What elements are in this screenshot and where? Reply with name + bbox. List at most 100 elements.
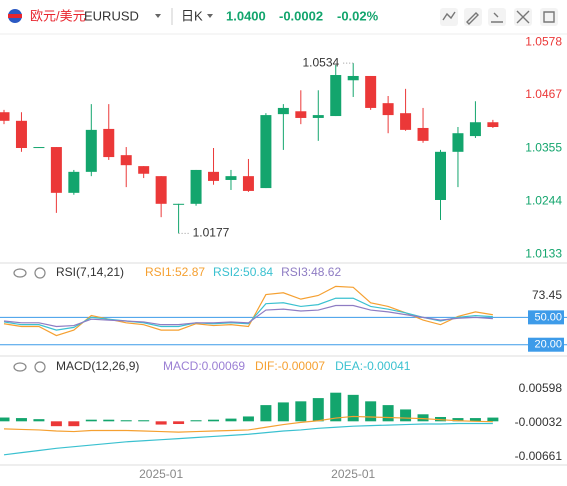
macd-bar	[120, 420, 132, 422]
tool-button[interactable]	[540, 8, 558, 26]
macd-bar	[347, 394, 359, 422]
y-tick-label: 1.0133	[525, 247, 562, 261]
macd-bar	[103, 419, 115, 422]
macd-bar	[173, 421, 185, 425]
macd-bar	[138, 420, 150, 422]
candle-body	[68, 171, 80, 193]
tool-icon	[516, 10, 530, 24]
eye-icon[interactable]	[13, 268, 27, 278]
macd-bar	[242, 416, 254, 422]
macd-bar	[365, 401, 377, 422]
candle-body	[138, 166, 150, 174]
price: 1.0400	[226, 8, 266, 23]
y-tick-label: 73.45	[532, 288, 562, 302]
macd-bar	[487, 417, 499, 422]
macd-bar	[312, 398, 324, 422]
candle-body	[435, 151, 446, 200]
candle-body	[452, 133, 464, 152]
macd-bar	[400, 409, 412, 422]
macd-bar	[190, 420, 202, 422]
candle-body	[15, 120, 27, 148]
macd-bar	[15, 418, 27, 422]
dropdown-arrow[interactable]	[155, 14, 161, 18]
candle-body	[190, 169, 202, 204]
period[interactable]: 日K	[181, 8, 203, 23]
candle-body	[33, 147, 45, 149]
tool-button[interactable]	[440, 8, 458, 26]
y-tick-label: 1.0467	[525, 87, 562, 101]
y-tick-label: 1.0578	[525, 34, 562, 48]
candle-body	[330, 75, 342, 117]
tool-button[interactable]	[488, 8, 506, 26]
tool-icon	[466, 12, 479, 25]
macd-bar	[469, 418, 481, 422]
macd-line	[3, 422, 493, 456]
candle-body	[85, 129, 97, 172]
legend-entry: DIF:-0.00007	[255, 359, 325, 373]
macd-bar	[260, 405, 272, 422]
tool-icon	[491, 12, 503, 23]
y-tick-label: -0.00032	[515, 415, 563, 429]
macd-bar	[0, 417, 10, 422]
candle-body	[173, 203, 185, 205]
dropdown-arrow[interactable]	[207, 14, 213, 18]
indicator-icons	[13, 267, 46, 373]
candle-body	[487, 122, 499, 128]
change-percent: -0.02%	[337, 8, 379, 23]
candle-body	[120, 155, 132, 166]
macd-bar	[68, 421, 80, 427]
y-tick-label: 1.0355	[525, 141, 562, 155]
candle-body	[469, 122, 481, 137]
legend-entry: RSI3:48.62	[281, 265, 341, 279]
rsi-line	[3, 304, 493, 328]
tool-icon	[543, 11, 555, 23]
change: -0.0002	[279, 8, 323, 23]
candle-body	[295, 111, 307, 118]
tool-icon	[442, 11, 456, 21]
legend-entry: DEA:-0.00041	[335, 359, 411, 373]
legend-entry: RSI1:52.87	[145, 265, 205, 279]
gear-icon[interactable]	[34, 267, 46, 279]
candle-body	[208, 171, 220, 181]
reference-label-box	[528, 310, 564, 325]
toolbar	[440, 8, 558, 26]
reference-label: 50.00	[534, 311, 562, 323]
x-tick-label: 2025-01	[331, 467, 375, 481]
candle-body	[242, 176, 254, 191]
y-tick-label: 1.0244	[525, 194, 562, 208]
candle-body	[225, 176, 237, 180]
candle-body	[382, 103, 394, 116]
macd-bar	[277, 402, 289, 422]
candle-body	[417, 127, 429, 141]
macd-bar	[225, 418, 237, 422]
pair-name[interactable]: 欧元/美元	[30, 8, 86, 23]
indicator-title: RSI(7,14,21)	[56, 265, 124, 279]
macd-bar	[33, 419, 45, 422]
macd-bar	[452, 418, 464, 422]
candle-body	[103, 128, 115, 158]
candle-body	[400, 113, 412, 130]
candle-body	[365, 75, 377, 108]
annotation: 1.0177	[193, 226, 230, 240]
macd-bar	[295, 401, 307, 422]
symbol[interactable]: EURUSD	[84, 8, 139, 23]
eye-icon[interactable]	[13, 362, 27, 372]
flag-stripe	[8, 14, 22, 18]
tool-button[interactable]	[464, 8, 482, 26]
candle-body	[347, 75, 359, 81]
macd-bar	[50, 421, 62, 427]
y-tick-label: 0.00598	[519, 381, 563, 395]
reference-label: 20.00	[534, 339, 562, 351]
macd-bar	[85, 419, 97, 422]
candle-body	[277, 107, 289, 115]
reference-label-box	[528, 337, 564, 352]
macd-bar	[417, 414, 429, 422]
macd-line	[3, 415, 493, 433]
candle-body	[260, 115, 272, 189]
candle-body	[0, 112, 10, 121]
legend-entry: MACD:0.00069	[163, 359, 245, 373]
gear-icon[interactable]	[34, 361, 46, 373]
y-tick-label: -0.00661	[515, 449, 563, 463]
macd-bar	[382, 405, 394, 422]
